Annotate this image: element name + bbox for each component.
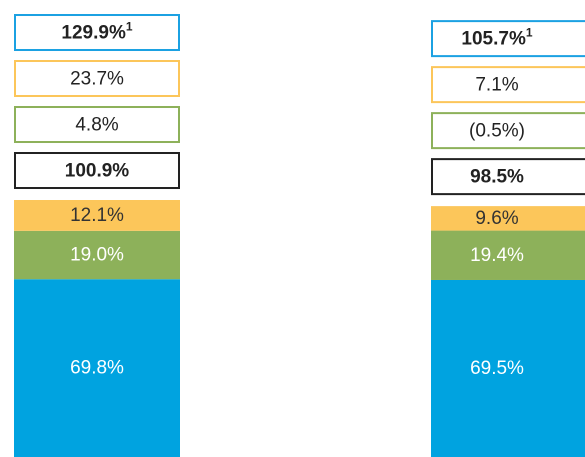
bar-segment [431, 279, 585, 457]
ratio-label: (0.5%) [469, 120, 525, 141]
ratio-value: 7.1% [475, 74, 518, 95]
ratio-box [431, 20, 585, 58]
value-label: 69.8% [70, 358, 124, 379]
ratio-box [431, 112, 585, 150]
ratio-label: 23.7% [70, 68, 124, 89]
value-label: 19.0% [70, 245, 124, 266]
ratio-value: 100.9% [65, 160, 130, 181]
bar-segment [431, 206, 585, 231]
bar-segment [14, 230, 180, 280]
value-label: 12.1% [70, 205, 124, 226]
ratio-label: 98.5% [470, 166, 524, 187]
ratio-box [14, 152, 180, 190]
ratio-box [14, 14, 180, 52]
bar-segment [431, 230, 585, 280]
ratio-value: 105.7% [461, 28, 526, 49]
ratio-label: 105.7%1 [461, 26, 532, 50]
ratio-box [14, 106, 180, 144]
ratio-value: 98.5% [470, 166, 524, 187]
ratio-label: 129.9%1 [61, 20, 132, 44]
footnote-mark: 1 [126, 20, 133, 34]
bar-segment [14, 200, 180, 231]
ratio-value: 4.8% [75, 114, 118, 135]
ratio-box [14, 60, 180, 98]
ratio-box [431, 158, 585, 196]
ratio-label: 4.8% [75, 114, 118, 135]
value-label: 69.5% [470, 358, 524, 379]
ratio-value: 23.7% [70, 68, 124, 89]
ratio-label: 100.9% [65, 160, 130, 181]
footnote-mark: 1 [526, 26, 533, 40]
ratio-value: (0.5%) [469, 120, 525, 141]
ratio-value: 129.9% [61, 22, 126, 43]
value-label: 9.6% [475, 208, 518, 229]
ratio-box [431, 66, 585, 104]
ratio-label: 7.1% [475, 74, 518, 95]
value-label: 19.4% [470, 245, 524, 266]
bar-segment [14, 279, 180, 457]
